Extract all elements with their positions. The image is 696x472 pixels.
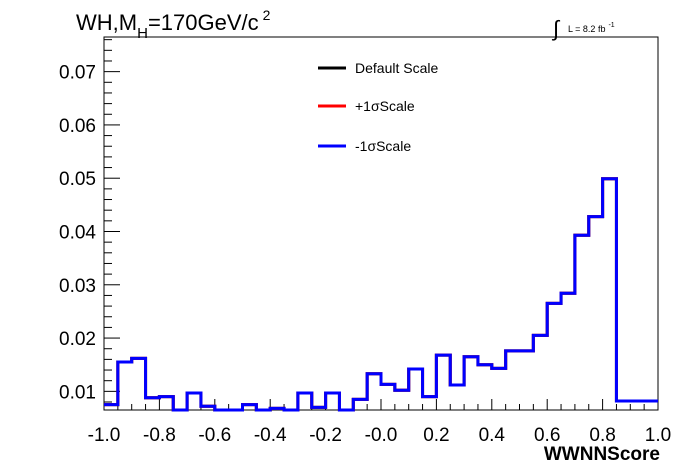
legend-label-2: -1σScale [355,138,411,154]
x-tick-label: -1.0 [88,425,121,446]
x-tick-label: 0.6 [534,425,560,446]
x-tick-label: 0.4 [479,425,506,446]
y-tick-label: 0.06 [59,116,96,137]
y-axis: 0.01 0.02 0.03 0.04 0.05 0.06 0.07 [59,39,120,403]
plot-frame [103,36,659,411]
x-tick-label: -0.8 [143,425,176,446]
x-axis-label: WWNNScore [544,444,660,465]
luminosity-label: L = 8.2 fb -1 [568,22,615,34]
y-tick-label: 0.02 [59,329,96,350]
series-group [104,177,658,412]
x-axis: -1.0 -0.8 -0.6 -0.4 -0.2 -0.0 0.2 0.4 0.6 0.8 1.0 [88,399,671,446]
luminosity-integral-symbol: ∫ [551,16,561,41]
series-line-2 [104,177,658,412]
x-tick-label: -0.6 [198,425,231,446]
legend-label-1: +1σScale [355,98,415,114]
x-tick-label: 0.2 [423,425,449,446]
x-tick-label: -0.0 [365,425,398,446]
y-tick-label: 0.04 [59,222,96,243]
x-tick-label: -0.4 [254,425,287,446]
y-tick-label: 0.03 [59,276,96,297]
chart-title: WH,MH=170GeV/c 2 [76,7,271,42]
legend: Default Scale +1σScale -1σScale [318,60,438,154]
y-tick-label: 0.07 [59,63,96,84]
y-tick-label: 0.05 [59,169,96,190]
y-tick-label: 0.01 [59,382,96,403]
legend-label-0: Default Scale [355,60,438,76]
x-tick-label: 1.0 [645,425,671,446]
x-tick-label: -0.2 [309,425,342,446]
x-tick-label: 0.8 [589,425,615,446]
